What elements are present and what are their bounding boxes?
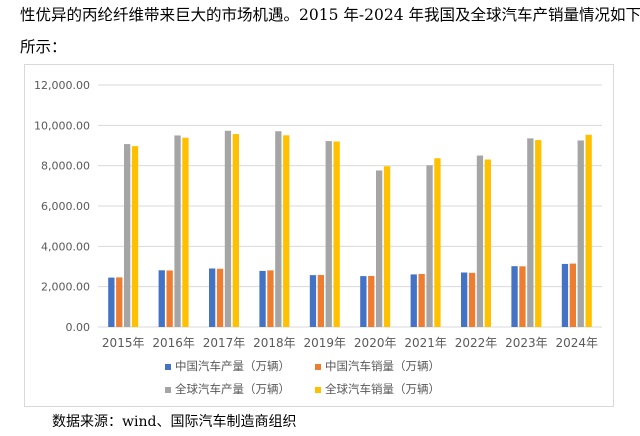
x-tick-label: 2023年 xyxy=(505,336,548,350)
bar xyxy=(426,165,433,327)
bar xyxy=(527,138,534,327)
bar xyxy=(360,276,367,327)
legend-swatch xyxy=(165,387,171,393)
bar xyxy=(368,275,375,327)
bar xyxy=(484,159,491,327)
bar xyxy=(577,140,584,327)
legend-label: 全球汽车产量（万辆） xyxy=(175,382,290,396)
bar xyxy=(309,275,317,327)
bar xyxy=(108,277,115,327)
intro-text-line-2: 所示： xyxy=(20,38,67,56)
x-tick-label: 2019年 xyxy=(304,336,347,350)
bar xyxy=(283,135,290,327)
bar xyxy=(519,266,526,327)
bar xyxy=(174,135,181,327)
bar xyxy=(561,263,569,327)
intro-text-line-1: 性优异的丙纶纤维带来巨大的市场机遇。2015 年-2024 年我国及全球汽车产销… xyxy=(20,6,640,24)
bar xyxy=(585,134,592,327)
bar xyxy=(224,130,232,327)
y-tick-label: 2,000.00 xyxy=(41,281,90,294)
bar xyxy=(232,134,239,327)
bar xyxy=(383,166,391,327)
bar xyxy=(418,274,425,327)
bar xyxy=(434,158,441,327)
bar xyxy=(116,277,123,327)
bar xyxy=(216,268,224,327)
bar xyxy=(461,272,468,327)
bar xyxy=(267,270,274,327)
bar xyxy=(158,270,165,327)
legend-swatch xyxy=(165,364,171,370)
x-tick-label: 2015年 xyxy=(102,336,145,350)
y-tick-label: 6,000.00 xyxy=(41,200,90,213)
bar xyxy=(535,140,542,327)
x-tick-label: 2020年 xyxy=(354,336,397,350)
data-source-note: 数据来源：wind、国际汽车制造商组织 xyxy=(52,414,297,430)
x-tick-label: 2016年 xyxy=(152,336,195,350)
bar-chart: 0.00 2,000.00 4,000.00 6,000.00 8,000.00 10,0… xyxy=(34,79,602,396)
bar xyxy=(131,146,139,327)
bar xyxy=(124,144,131,327)
bar xyxy=(468,272,476,327)
bar xyxy=(376,170,383,327)
bar xyxy=(325,141,332,327)
y-tick-label: 12,000.00 xyxy=(34,79,90,92)
bar xyxy=(410,274,417,327)
bar xyxy=(333,141,340,327)
bar xyxy=(166,270,173,327)
x-tick-label: 2021年 xyxy=(404,336,447,350)
legend-swatch xyxy=(315,387,321,393)
bar xyxy=(569,263,576,327)
y-tick-label: 8,000.00 xyxy=(41,160,90,173)
legend-label: 中国汽车销量（万辆） xyxy=(325,359,440,373)
x-tick-label: 2018年 xyxy=(253,336,296,350)
bar xyxy=(182,137,189,327)
x-tick-label: 2022年 xyxy=(455,336,498,350)
bar xyxy=(209,268,216,327)
bar xyxy=(317,275,324,327)
y-tick-label: 10,000.00 xyxy=(34,119,90,132)
x-tick-label: 2017年 xyxy=(203,336,246,350)
x-tick-label: 2024年 xyxy=(556,336,599,350)
y-tick-label: 0.00 xyxy=(66,321,91,334)
bar xyxy=(275,131,282,327)
chart-frame: 0.00 2,000.00 4,000.00 6,000.00 8,000.00 10,0… xyxy=(24,64,614,407)
legend-label: 全球汽车销量（万辆） xyxy=(325,382,440,396)
y-tick-label: 4,000.00 xyxy=(41,240,90,253)
legend-swatch xyxy=(315,364,321,370)
bar xyxy=(511,266,518,327)
bar xyxy=(259,270,266,327)
bar xyxy=(476,155,484,327)
legend-label: 中国汽车产量（万辆） xyxy=(175,359,290,373)
